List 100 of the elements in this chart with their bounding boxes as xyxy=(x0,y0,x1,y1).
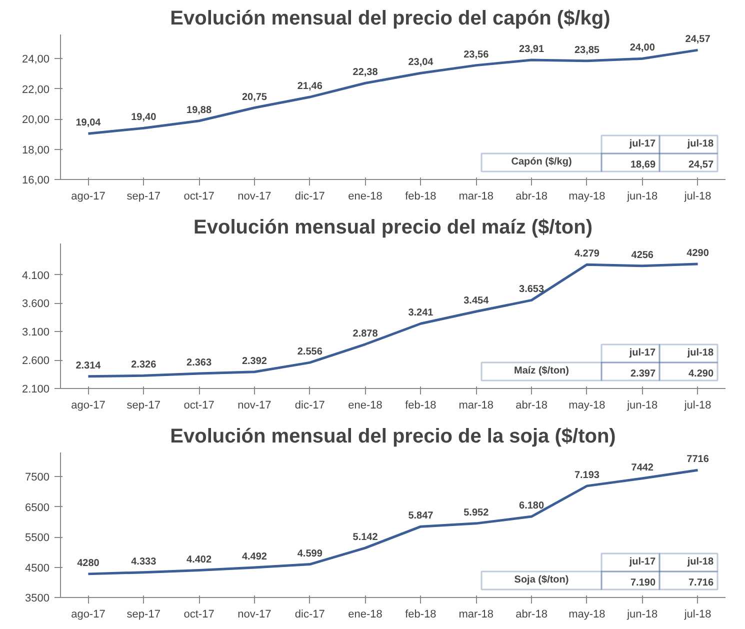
data-label: 24,57 xyxy=(685,34,711,46)
annotation: Soja ($/ton) xyxy=(514,574,569,586)
x-tick-label: ago-17 xyxy=(71,608,106,620)
x-tick-label: sep-17 xyxy=(126,190,160,202)
annotation: jul-18 xyxy=(686,348,714,358)
data-label: 2.326 xyxy=(131,360,157,371)
chart-title: Evolución mensual del precio del capón ($/kg) xyxy=(170,8,610,30)
data-label: 4.599 xyxy=(297,548,323,560)
data-label: 3.653 xyxy=(519,284,544,296)
data-label: 4.492 xyxy=(242,552,268,563)
x-tick-label: abr-18 xyxy=(516,608,548,620)
x-tick-label: ene-18 xyxy=(348,190,382,202)
annotation: 18,69 xyxy=(630,160,656,170)
annotation: 4.290 xyxy=(688,368,714,380)
data-label: 23,85 xyxy=(574,44,600,56)
y-tick-label: 5500 xyxy=(25,532,50,544)
data-label: 6.180 xyxy=(519,500,544,512)
y-tick-label: 4.100 xyxy=(22,270,50,282)
x-tick-label: dic-17 xyxy=(294,608,325,620)
data-label: 5.847 xyxy=(408,510,434,522)
y-tick-label: 3.600 xyxy=(22,298,50,310)
x-tick-label: jun-18 xyxy=(626,400,658,412)
x-tick-label: feb-18 xyxy=(405,190,436,202)
annotation: jul-18 xyxy=(686,556,714,568)
annotation: jul-17 xyxy=(628,556,656,568)
x-tick-label: ene-18 xyxy=(348,608,382,620)
y-tick-label: 3.100 xyxy=(22,326,50,339)
data-label: 2.314 xyxy=(76,360,102,372)
y-tick-label: 24,00 xyxy=(22,54,50,66)
y-tick-label: 20,00 xyxy=(22,114,50,126)
data-label: 5.952 xyxy=(464,507,490,518)
x-tick-label: mar-18 xyxy=(458,608,494,620)
annotation: Capón ($/kg) xyxy=(511,156,572,168)
x-tick-label: may-18 xyxy=(568,400,606,412)
annotation: jul-18 xyxy=(686,138,714,150)
x-tick-label: may-18 xyxy=(568,190,606,202)
annotation: jul-17 xyxy=(628,348,656,358)
annotation: 24,57 xyxy=(688,160,714,170)
x-tick-label: feb-18 xyxy=(405,400,436,412)
x-tick-label: sep-17 xyxy=(126,608,160,620)
data-label: 4.279 xyxy=(574,248,600,260)
data-label: 19,40 xyxy=(131,112,157,124)
annotation: Maíz ($/ton) xyxy=(514,366,569,376)
x-tick-label: oct-17 xyxy=(184,608,214,620)
data-label: 19,04 xyxy=(76,118,102,129)
x-tick-label: mar-18 xyxy=(458,190,494,202)
data-label: 23,91 xyxy=(519,44,544,56)
x-tick-label: jul-18 xyxy=(683,608,712,620)
data-label: 2.363 xyxy=(186,358,212,369)
x-tick-label: jun-18 xyxy=(626,608,658,620)
data-label: 2.392 xyxy=(242,356,268,367)
x-tick-label: ago-17 xyxy=(71,400,106,412)
data-label: 23,04 xyxy=(408,57,434,68)
x-tick-label: oct-17 xyxy=(184,190,214,202)
data-label: 4.402 xyxy=(186,554,212,566)
x-tick-label: feb-18 xyxy=(405,608,436,620)
annotation: 7.190 xyxy=(630,578,656,588)
annotation: 7.716 xyxy=(688,578,714,588)
y-tick-label: 16,00 xyxy=(22,174,50,186)
data-label: 23,56 xyxy=(464,49,490,60)
x-tick-label: nov-17 xyxy=(238,400,272,412)
x-tick-label: abr-18 xyxy=(516,400,548,412)
data-label: 22,38 xyxy=(352,67,378,78)
data-label: 24,00 xyxy=(630,42,656,54)
data-label: 7442 xyxy=(631,462,654,474)
x-tick-label: ago-17 xyxy=(71,190,106,202)
y-tick-label: 6500 xyxy=(25,502,50,514)
data-label: 21,46 xyxy=(297,81,323,92)
x-tick-label: abr-18 xyxy=(516,190,548,202)
chart-title: Evolución mensual del precio de la soja ($/ton) xyxy=(170,426,616,448)
x-tick-label: oct-17 xyxy=(184,400,214,412)
chart-title: Evolución mensual precio del maíz ($/ton) xyxy=(194,216,592,238)
data-label: 3.241 xyxy=(408,308,434,319)
x-tick-label: jul-18 xyxy=(683,190,712,202)
x-tick-label: jul-18 xyxy=(683,400,712,412)
data-label: 19,88 xyxy=(186,104,212,116)
data-label: 7716 xyxy=(686,454,710,466)
x-tick-label: nov-17 xyxy=(238,190,272,202)
y-tick-label: 7500 xyxy=(25,472,50,484)
y-tick-label: 18,00 xyxy=(22,144,50,156)
x-tick-label: nov-17 xyxy=(238,608,272,620)
x-tick-label: may-18 xyxy=(568,608,606,620)
y-tick-label: 4500 xyxy=(25,562,50,574)
x-tick-label: mar-18 xyxy=(458,400,494,412)
x-tick-label: ene-18 xyxy=(348,400,382,412)
data-label: 2.878 xyxy=(352,328,378,340)
y-tick-label: 2.100 xyxy=(22,384,50,396)
annotation: 2.397 xyxy=(630,368,656,380)
y-tick-label: 3500 xyxy=(25,592,50,604)
data-label: 5.142 xyxy=(352,532,378,543)
data-label: 7.193 xyxy=(574,470,600,481)
data-label: 4280 xyxy=(77,558,100,569)
x-tick-label: dic-17 xyxy=(294,190,325,202)
y-tick-label: 2.600 xyxy=(22,355,50,368)
data-label: 20,75 xyxy=(242,92,268,103)
y-tick-label: 22,00 xyxy=(22,84,50,96)
data-label: 4.333 xyxy=(131,556,157,568)
x-tick-label: dic-17 xyxy=(294,400,325,412)
x-tick-label: sep-17 xyxy=(126,400,160,412)
x-tick-label: jun-18 xyxy=(626,190,658,202)
